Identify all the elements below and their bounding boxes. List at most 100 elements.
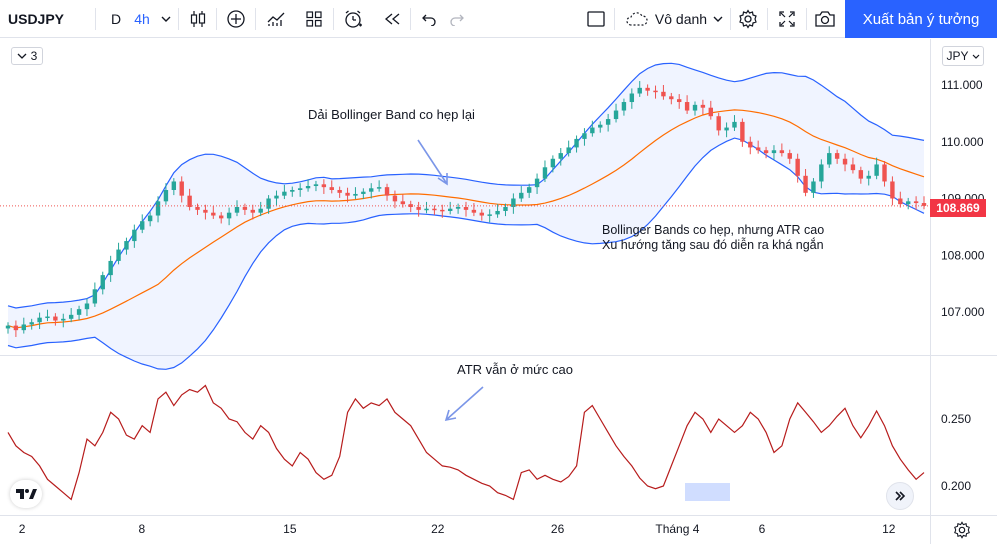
candle (5, 322, 11, 334)
chart-canvas[interactable]: 111.000110.000109.000108.000107.0000.250… (0, 39, 997, 544)
time-axis-label: Tháng 4 (655, 522, 699, 536)
candle-body (495, 210, 500, 215)
candle (542, 160, 548, 183)
alert-icon[interactable] (338, 0, 368, 38)
candle (779, 143, 785, 157)
interval-d[interactable]: D (110, 11, 122, 27)
candle (700, 99, 706, 115)
candle-body (440, 209, 445, 212)
candle (471, 203, 477, 217)
candle (787, 149, 792, 164)
candle-body (716, 116, 721, 131)
candle (219, 212, 224, 224)
candle (448, 201, 453, 215)
candle-body (732, 121, 737, 128)
templates-icon[interactable] (300, 0, 328, 38)
candle-body (708, 107, 713, 117)
candle (455, 203, 461, 214)
candle (834, 149, 840, 164)
candle-body (748, 141, 753, 148)
candle (732, 115, 737, 131)
candle-body (179, 181, 184, 196)
add-indicator-icon[interactable] (222, 0, 250, 38)
candle (866, 170, 871, 186)
axis-settings-gear-icon[interactable] (950, 518, 974, 542)
candle (408, 200, 413, 213)
time-axis-label: 15 (283, 522, 297, 536)
candle (416, 201, 421, 217)
candle-body (906, 201, 911, 205)
candle-body (147, 215, 153, 222)
candle (337, 186, 342, 198)
redo-icon[interactable] (444, 0, 470, 38)
tradingview-logo-icon[interactable] (10, 480, 42, 508)
candle (21, 317, 26, 334)
indicators-icon[interactable] (262, 0, 290, 38)
candle (140, 214, 145, 234)
layout-name[interactable]: Vô danh (620, 0, 728, 38)
symbol-search[interactable]: USDJPY (8, 11, 65, 27)
candle (305, 179, 311, 192)
candle (582, 128, 587, 146)
annotation-arrow-down (417, 139, 448, 186)
candle-body (645, 87, 650, 91)
chevron-down-icon[interactable] (158, 0, 174, 38)
candle-body (448, 208, 453, 211)
candle-body (582, 133, 587, 139)
camera-icon[interactable] (811, 0, 839, 38)
candle-body (29, 322, 34, 325)
candle-body (258, 208, 263, 213)
candle (361, 188, 366, 200)
candle-body (669, 96, 674, 100)
fullscreen-icon[interactable] (773, 0, 801, 38)
candle (266, 195, 271, 214)
currency-selector[interactable]: JPY (942, 46, 984, 66)
candle-body (337, 189, 342, 193)
candle-body (140, 221, 145, 230)
chevron-down-icon (713, 16, 723, 22)
candle (534, 173, 540, 194)
scroll-to-realtime-button[interactable] (886, 482, 914, 510)
candle (92, 282, 98, 307)
candle-body (724, 127, 729, 131)
candle (684, 95, 690, 114)
bollinger-lower-line (7, 137, 925, 370)
atr-axis-label: 0.200 (941, 479, 971, 493)
toolbar-divider (216, 8, 217, 30)
candle (345, 187, 350, 203)
bollinger-basis-line (7, 109, 925, 329)
undo-icon[interactable] (416, 0, 442, 38)
replay-icon[interactable] (378, 0, 406, 38)
candle (574, 135, 579, 153)
candle (503, 203, 508, 217)
candle (242, 203, 248, 215)
candle (629, 88, 635, 109)
candle-body (211, 212, 216, 216)
candle-body (68, 314, 74, 319)
candle-body (921, 203, 927, 206)
settings-gear-icon[interactable] (734, 0, 762, 38)
candle (795, 153, 800, 183)
atr-line (7, 384, 925, 501)
candles-icon[interactable] (185, 0, 211, 38)
fullscreen-frame-icon[interactable] (582, 0, 610, 38)
candle (637, 81, 642, 97)
annotation-bb-atr-line2: Xu hướng tăng sau đó diễn ra khá ngắn (602, 237, 824, 252)
candle-body (187, 195, 192, 208)
publish-idea-button[interactable]: Xuất bản ý tưởng (845, 0, 997, 38)
candle-body (84, 303, 90, 310)
candle-body (653, 90, 658, 93)
price-axis-label: 108.000 (941, 248, 985, 262)
legend-collapse-toggle[interactable]: 3 (11, 47, 43, 65)
candle (692, 101, 698, 116)
candle-body (408, 204, 413, 208)
candle (13, 320, 19, 337)
candle (61, 313, 66, 328)
interval-4h[interactable]: 4h (134, 11, 150, 27)
candle-body (613, 110, 619, 120)
candle-body (621, 102, 627, 111)
candle-body (226, 212, 232, 219)
candle-body (195, 207, 200, 210)
candle (590, 120, 595, 137)
candle (811, 178, 816, 198)
